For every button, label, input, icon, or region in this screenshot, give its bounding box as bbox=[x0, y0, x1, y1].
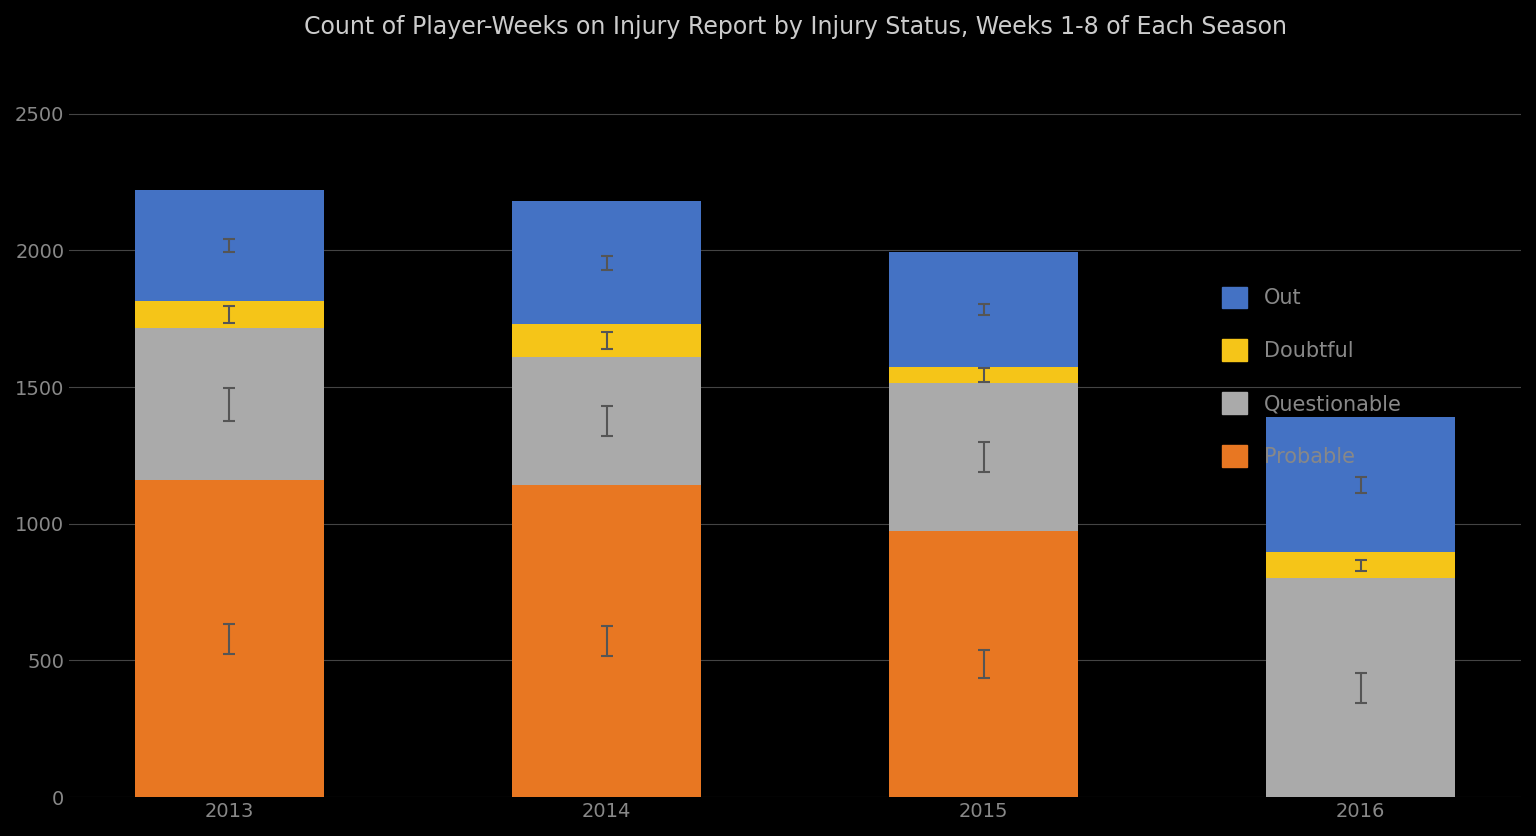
Bar bbox=[889, 252, 1078, 366]
Bar bbox=[1267, 579, 1455, 798]
Bar bbox=[135, 301, 324, 329]
Bar bbox=[513, 324, 700, 357]
Bar bbox=[135, 480, 324, 798]
Bar bbox=[513, 357, 700, 486]
Bar bbox=[889, 383, 1078, 531]
Bar bbox=[135, 329, 324, 480]
Bar bbox=[135, 191, 324, 301]
Bar bbox=[1267, 553, 1455, 579]
Bar bbox=[889, 366, 1078, 383]
Bar bbox=[513, 486, 700, 798]
Bar bbox=[513, 201, 700, 324]
Bar bbox=[1267, 417, 1455, 553]
Bar bbox=[889, 531, 1078, 798]
Title: Count of Player-Weeks on Injury Report by Injury Status, Weeks 1-8 of Each Seaso: Count of Player-Weeks on Injury Report b… bbox=[304, 15, 1287, 39]
Legend: Out, Doubtful, Questionable, Probable: Out, Doubtful, Questionable, Probable bbox=[1212, 276, 1413, 477]
